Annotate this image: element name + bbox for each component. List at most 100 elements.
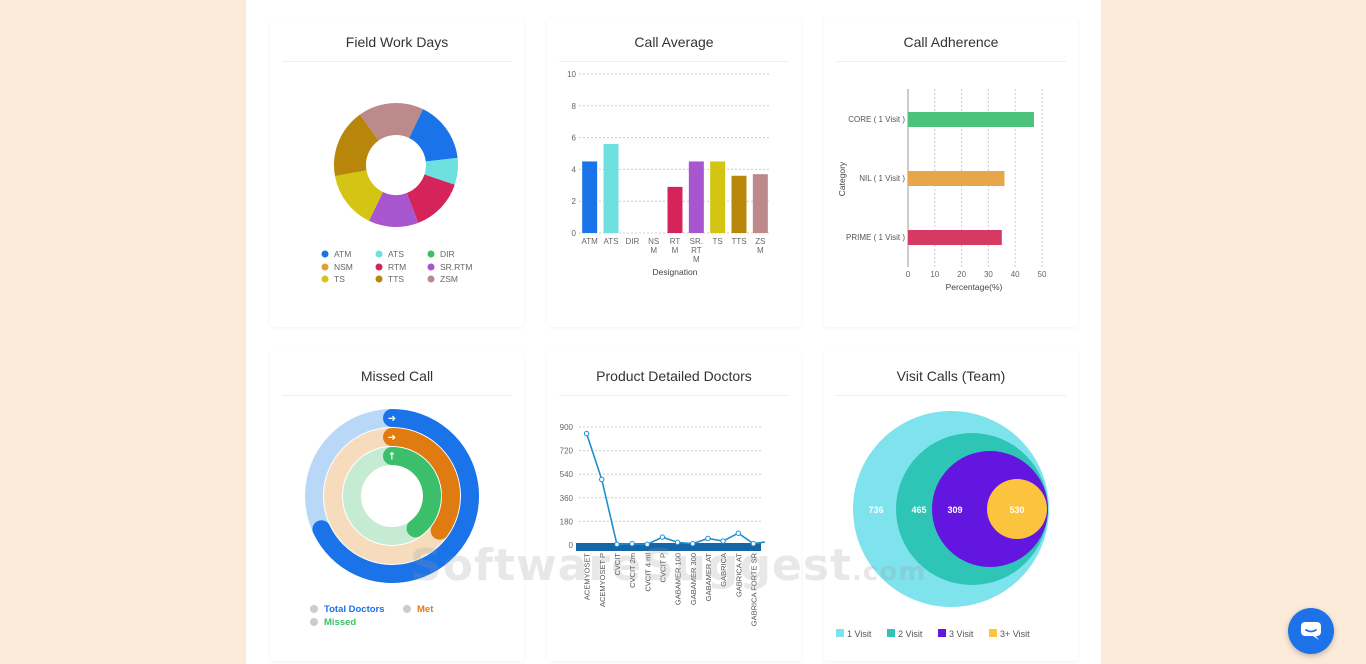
y-tick-label: NIL ( 1 Visit ) <box>859 174 905 183</box>
y-tick-label: 4 <box>572 165 577 174</box>
bar-zsm <box>752 174 768 233</box>
legend-label: ATS <box>388 249 404 259</box>
legend-swatch <box>375 250 383 258</box>
bubble-3--visit <box>987 479 1047 539</box>
data-point <box>659 534 666 540</box>
legend-swatch <box>321 275 329 283</box>
x-tick-label: 20 <box>957 270 966 279</box>
arrow-icon: ➜ <box>388 433 396 444</box>
x-tick-label: GABAMER 300 <box>689 553 698 605</box>
data-point <box>644 541 650 548</box>
legend-label: TS <box>334 274 345 284</box>
y-tick-label: CORE ( 1 Visit ) <box>848 115 905 124</box>
x-tick-label: ATM <box>582 237 599 246</box>
bubble-value: 309 <box>947 505 962 515</box>
x-tick-label: GABAMER 100 <box>674 553 683 605</box>
x-axis-band <box>576 543 761 551</box>
x-tick-label: CVCIT 4 ml <box>643 553 652 592</box>
data-point <box>674 539 681 546</box>
y-tick-label: 0 <box>572 229 577 238</box>
bar-ats <box>603 143 619 233</box>
x-tick-label: SR. <box>690 237 703 246</box>
x-tick-label: GABRICA AT <box>734 553 743 597</box>
chat-icon <box>1301 622 1321 640</box>
y-tick-label: 0 <box>569 541 574 550</box>
legend-label: RTM <box>388 262 406 272</box>
data-point <box>690 540 696 547</box>
arrow-icon: ↑ <box>388 452 396 463</box>
bar-rtm <box>667 186 683 233</box>
data-point <box>735 530 741 536</box>
field-work-days-chart: ATM ATS DIR NSM RTM SR.RTM TS TTS ZSM <box>321 102 472 284</box>
x-tick-label: 30 <box>984 270 993 279</box>
card-title: Call Adherence <box>903 34 999 50</box>
pie-slice-ts <box>334 170 383 221</box>
y-tick-label: 540 <box>560 470 574 479</box>
y-tick-label: 10 <box>567 70 576 79</box>
legend-swatch <box>321 250 329 258</box>
y-axis-label: Category <box>837 161 847 196</box>
visit-calls-chart: 736 465 309 530 1 Visit 2 Visit 3 Visit 3+ Visi… <box>836 411 1049 639</box>
pie-slice-rtm <box>406 174 455 223</box>
legend-label: SR.RTM <box>440 262 472 272</box>
x-tick-label: ZS <box>755 237 765 246</box>
pie-slice-ats <box>424 157 458 185</box>
y-tick-label: 720 <box>560 447 574 456</box>
legend-label: TTS <box>388 274 404 284</box>
arrow-icon: ➜ <box>388 414 396 425</box>
bubble-value: 530 <box>1009 505 1024 515</box>
watermark: SoftwareSuggest.com <box>410 540 926 591</box>
y-tick-label: 6 <box>572 134 577 143</box>
pie-slice-tts <box>334 114 379 176</box>
data-point <box>720 538 726 544</box>
x-tick-label: ATS <box>604 237 619 246</box>
legend-label: 2 Visit <box>898 629 923 639</box>
legend-label: 1 Visit <box>847 629 872 639</box>
field-work-days-card: Field Work Days ATM ATS DIR NSM RTM SR.RTM TS T… <box>270 17 524 327</box>
x-tick-label: 0 <box>906 270 911 279</box>
y-tick-label: 900 <box>560 423 574 432</box>
card-title: Visit Calls (Team) <box>896 368 1006 384</box>
y-tick-label: 8 <box>572 102 577 111</box>
y-tick-label: 180 <box>560 517 574 526</box>
chat-button[interactable] <box>1288 608 1334 654</box>
x-tick-label: ACEMYOSET P <box>598 553 607 607</box>
x-tick-label: RT <box>670 237 681 246</box>
data-point <box>750 540 757 547</box>
legend-label: Met <box>417 604 434 615</box>
x-tick-label: GABRICA FORTE SR <box>749 552 758 626</box>
pie-slice-zsm <box>360 102 423 141</box>
call-adherence-card: Call Adherence 0 10 20 30 40 50 CORE ( 1 Visit… <box>824 17 1078 327</box>
radial-bar-met <box>383 428 460 540</box>
bar-nil <box>908 171 1005 186</box>
data-point <box>629 540 635 547</box>
call-adherence-chart: 0 10 20 30 40 50 CORE ( 1 Visit ) NIL ( 1 Visit… <box>837 89 1047 292</box>
bar-prime <box>908 230 1002 245</box>
call-average-card: Call Average 0 2 4 6 8 10 ATM ATS DIR NS M RT M SR. RT… <box>547 17 801 327</box>
legend-label: Missed <box>324 617 356 628</box>
legend-swatch <box>887 629 895 637</box>
x-tick-label: M <box>672 246 679 255</box>
legend-label: DIR <box>440 249 455 259</box>
legend-label: ZSM <box>440 274 458 284</box>
missed-call-card: Missed Call ➜ ➜ ↑ Total Doctors Met Missed <box>270 351 524 661</box>
x-tick-label: ACEMYOSET <box>583 553 592 601</box>
watermark-main: SoftwareSuggest <box>410 540 853 591</box>
radial-bar-total-doctors <box>312 409 479 583</box>
x-tick-label: M <box>693 255 700 264</box>
x-tick-label: GABAMER AT <box>704 553 713 602</box>
card-title: Call Average <box>634 34 714 50</box>
x-tick-label: TTS <box>731 237 746 246</box>
x-tick-label: TS <box>713 237 723 246</box>
data-point <box>705 535 711 542</box>
x-tick-label: 50 <box>1038 270 1047 279</box>
pie-slice-atm <box>409 109 458 162</box>
legend-swatch <box>938 629 946 637</box>
missed-call-chart: ➜ ➜ ↑ Total Doctors Met Missed <box>305 409 479 628</box>
legend-label: ATM <box>334 249 351 259</box>
watermark-suffix: .com <box>852 557 927 587</box>
legend-swatch <box>427 263 435 271</box>
bar-sr-rtm <box>688 161 704 233</box>
bar-ts <box>710 161 726 233</box>
